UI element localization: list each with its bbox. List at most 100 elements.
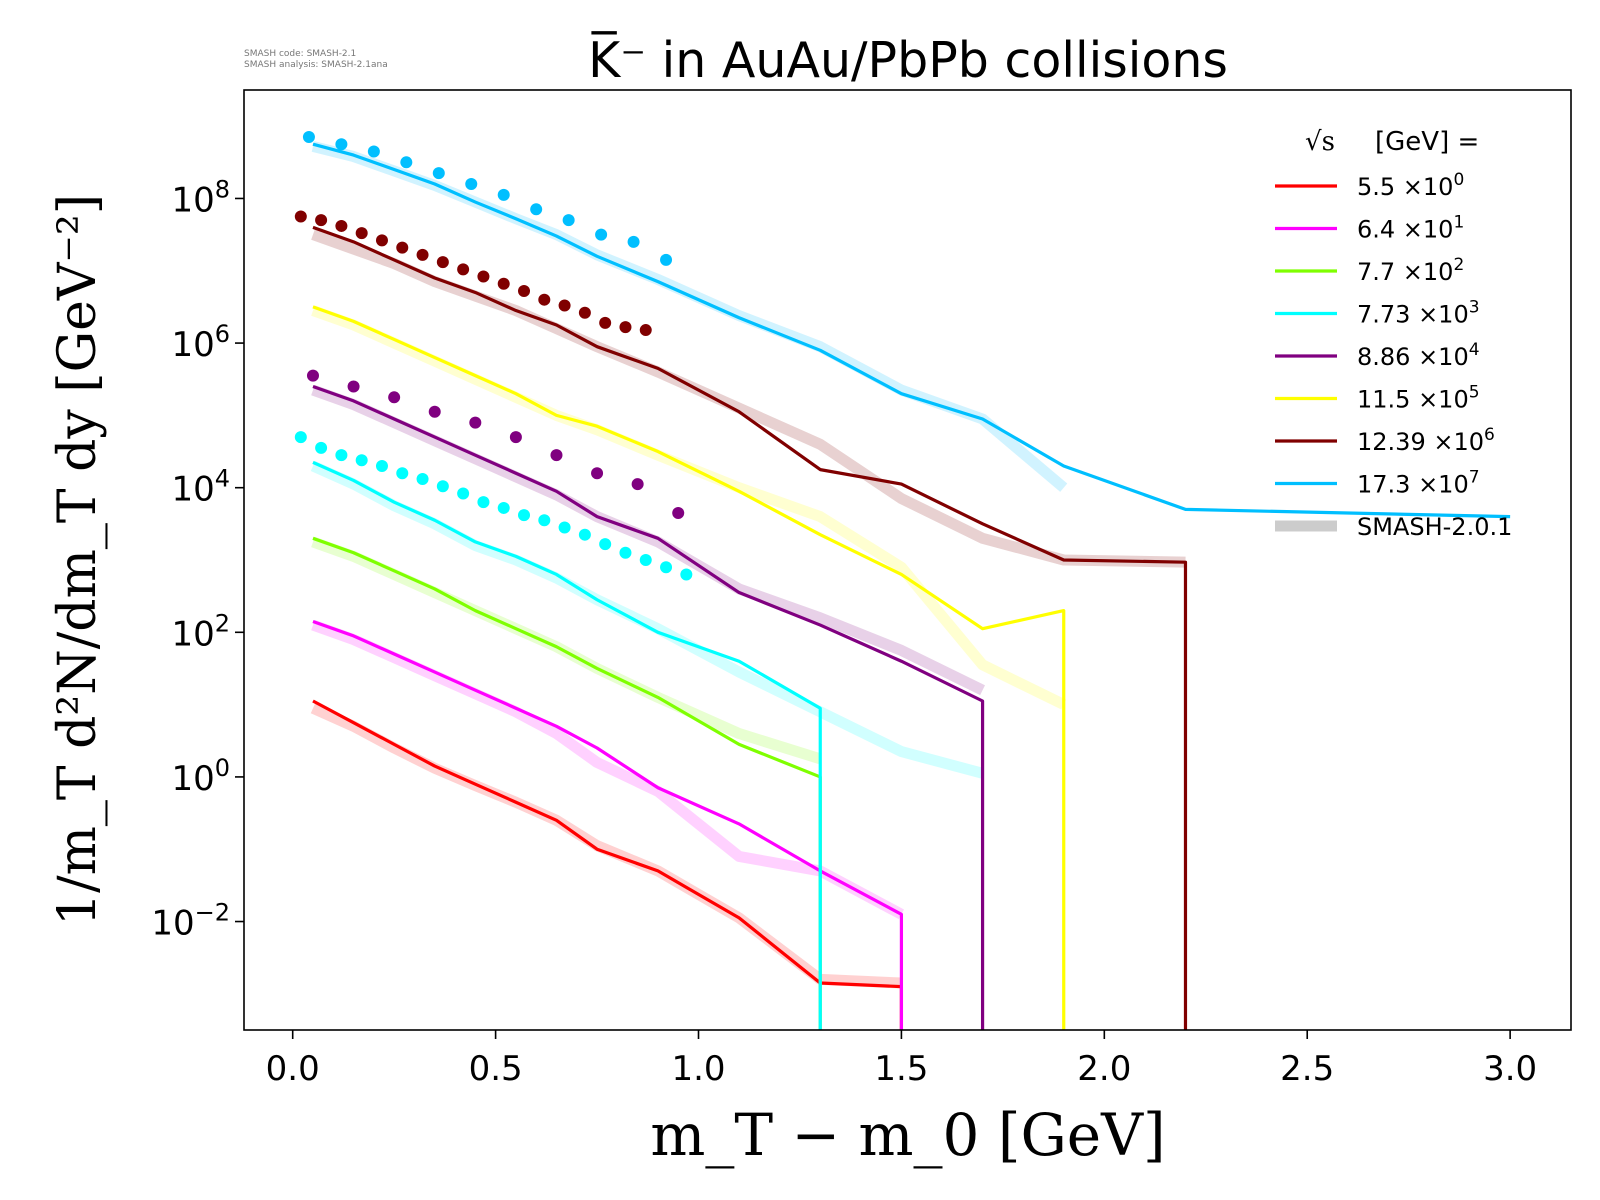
y-tick-label-5: 108 [171, 175, 230, 220]
y-tick-label-3: 104 [171, 465, 230, 510]
experiment-point-1-9 [477, 270, 490, 283]
series-line-3 [312, 460, 822, 1030]
experiment-point-0-8 [562, 214, 575, 227]
experiment-point-3-8 [457, 487, 470, 500]
experiment-point-3-2 [335, 449, 348, 462]
experiment-point-1-8 [457, 263, 470, 276]
experiment-point-0-5 [465, 178, 478, 190]
experiment-point-1-0 [294, 210, 307, 223]
experiment-point-3-11 [518, 509, 531, 522]
experiment-point-0-6 [497, 188, 510, 201]
experiment-point-2-4 [469, 416, 482, 429]
y-tick-label-0: 10−2 [151, 899, 230, 944]
experiment-point-3-17 [639, 554, 652, 566]
experiment-point-3-3 [355, 454, 368, 467]
reference-line-5 [311, 305, 1067, 710]
experiment-point-3-13 [558, 521, 571, 534]
smash-reference-curves [310, 141, 1186, 989]
experiment-point-1-10 [497, 277, 510, 290]
experiment-point-1-14 [578, 306, 591, 319]
y-axis-label: 1/m_T d²N/dm_T dy [GeV⁻²] [48, 194, 108, 926]
experiment-point-1-15 [599, 316, 612, 329]
experiment-point-2-5 [509, 431, 522, 444]
experiment-point-1-16 [619, 321, 632, 334]
legend-items: 5.5 ×100 6.4 ×101 7.7 ×102 7.73 ×103 8.86 ×1… [1275, 170, 1512, 541]
experiment-point-1-17 [639, 324, 652, 337]
legend-label-5: 11.5 ×105 [1357, 383, 1480, 414]
experiment-points [294, 131, 693, 581]
legend-label-4: 8.86 ×104 [1357, 340, 1480, 371]
y-tick-label-1: 100 [171, 754, 230, 799]
experiment-point-1-1 [315, 214, 328, 227]
experiment-point-2-9 [672, 507, 685, 519]
experiment-point-0-2 [367, 145, 380, 158]
experiment-point-3-14 [578, 528, 591, 541]
experiment-point-3-9 [477, 496, 490, 509]
experiment-point-0-1 [335, 138, 348, 151]
experiment-point-1-6 [416, 248, 429, 261]
experiment-point-1-12 [538, 293, 551, 306]
experiment-point-3-15 [599, 538, 612, 551]
reference-line-1 [311, 619, 905, 920]
smash-analysis-label: SMASH analysis: SMASH-2.1ana [244, 60, 388, 70]
experiment-point-2-7 [591, 467, 604, 480]
experiment-point-0-11 [660, 253, 673, 266]
smash-code-label: SMASH code: SMASH-2.1 [244, 49, 357, 59]
reference-line-4 [311, 384, 985, 696]
experiment-point-2-8 [631, 478, 644, 491]
experiment-point-0-4 [432, 167, 445, 180]
legend-title: [GeV] = [1375, 127, 1479, 157]
legend-sqrt-s: √s [1305, 127, 1335, 157]
experiment-point-3-4 [375, 460, 388, 472]
experiment-point-3-0 [294, 431, 307, 444]
legend: √s [GeV] = 5.5 ×100 6.4 ×101 7.7 ×102 7.73 … [1275, 127, 1512, 541]
experiment-point-3-12 [538, 514, 551, 527]
experiment-point-0-7 [530, 203, 543, 216]
x-axis-label: m_T − m_0 [GeV] [650, 1101, 1165, 1169]
experiment-point-0-10 [627, 235, 640, 248]
y-tick-label-4: 106 [171, 320, 230, 365]
chart-title: K̅⁻ in AuAu/PbPb collisions [588, 30, 1228, 89]
experiment-point-1-5 [396, 241, 409, 254]
x-tick-label-4: 2.0 [1077, 1049, 1131, 1089]
experiment-point-0-9 [595, 228, 608, 241]
experiment-point-3-5 [396, 467, 409, 480]
x-tick-label-6: 3.0 [1483, 1049, 1537, 1089]
legend-label-7: 17.3 ×107 [1357, 468, 1480, 499]
experiment-point-0-0 [302, 131, 315, 143]
experiment-point-3-6 [416, 473, 429, 486]
reference-line-6 [311, 229, 1186, 568]
series-line-6 [312, 225, 1188, 1030]
plot-frame [243, 89, 1572, 1031]
x-tick-label-0: 0.0 [266, 1049, 320, 1089]
experiment-point-1-11 [518, 285, 531, 298]
experiment-point-3-1 [315, 441, 328, 454]
series-line-5 [312, 305, 1066, 1030]
experiment-point-2-3 [428, 405, 441, 418]
experiment-point-2-0 [306, 369, 319, 382]
x-tick-label-3: 1.5 [874, 1049, 928, 1089]
legend-label-1: 6.4 ×101 [1357, 213, 1464, 244]
series-line-4 [312, 384, 985, 1030]
experiment-point-1-3 [355, 227, 368, 240]
experiment-point-1-4 [375, 234, 388, 247]
experiment-point-3-19 [680, 568, 693, 581]
series-line-7 [312, 142, 1511, 519]
x-axis-ticks: 0.0 0.5 1.0 1.5 2.0 2.5 3.0 [266, 1030, 1537, 1089]
experiment-point-0-3 [400, 156, 413, 169]
experiment-point-1-7 [436, 256, 449, 269]
y-axis-ticks: 10−2 100 102 104 106 108 [151, 175, 244, 944]
experiment-point-2-6 [550, 449, 563, 462]
legend-label-2: 7.7 ×102 [1357, 255, 1464, 286]
series-curves [312, 142, 1511, 1030]
experiment-point-3-18 [660, 561, 673, 574]
experiment-point-1-13 [558, 299, 571, 312]
legend-label-3: 7.73 ×103 [1357, 298, 1480, 329]
experiment-point-1-2 [335, 219, 348, 232]
legend-label-6: 12.39 ×106 [1357, 425, 1495, 456]
experiment-point-2-1 [347, 380, 360, 393]
x-tick-label-5: 2.5 [1280, 1049, 1334, 1089]
y-tick-label-2: 102 [171, 609, 230, 654]
legend-label-0: 5.5 ×100 [1357, 170, 1464, 201]
